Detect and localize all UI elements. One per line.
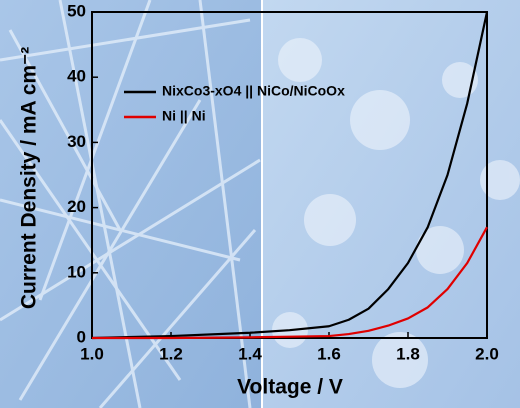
- x-tick-label: 2.0: [475, 344, 499, 363]
- y-tick-label: 50: [67, 1, 86, 20]
- series-line: [91, 11, 489, 340]
- legend-label: Ni || Ni: [162, 108, 206, 124]
- series-line: [92, 226, 488, 340]
- y-tick-label: 10: [67, 262, 86, 281]
- background-left: [0, 0, 262, 408]
- y-tick-label: 20: [67, 197, 86, 216]
- x-tick-label: 1.2: [159, 344, 183, 363]
- legend-label: NixCo3-xO4 || NiCo/NiCoOx: [162, 83, 345, 99]
- x-tick-label: 1.8: [396, 344, 420, 363]
- x-tick-label: 1.0: [80, 344, 104, 363]
- plot-frame: [91, 11, 488, 339]
- y-axis-label: Current Density / mA cm⁻²: [18, 47, 41, 309]
- x-tick-label: 1.6: [317, 344, 341, 363]
- y-tick-label: 0: [77, 327, 86, 346]
- x-tick-label: 1.4: [238, 344, 262, 363]
- x-axis-label: Voltage / V: [237, 376, 343, 399]
- y-tick-label: 40: [67, 67, 86, 86]
- y-tick-label: 30: [67, 132, 86, 151]
